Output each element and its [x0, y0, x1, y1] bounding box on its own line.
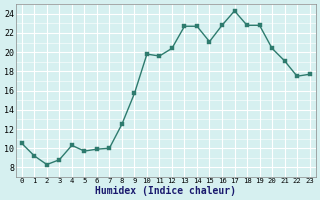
X-axis label: Humidex (Indice chaleur): Humidex (Indice chaleur) [95, 186, 236, 196]
